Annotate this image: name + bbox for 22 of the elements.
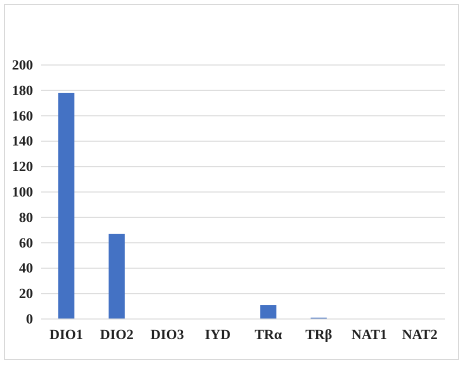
y-tick-label: 0 <box>26 312 33 328</box>
bar <box>58 92 74 319</box>
y-tick-label: 180 <box>12 84 33 99</box>
x-tick-label: NAT2 <box>402 328 438 343</box>
x-tick-label: NAT1 <box>351 328 388 343</box>
x-tick-label: TRβ <box>305 328 332 343</box>
y-tick-label: 200 <box>12 58 33 74</box>
y-tick-label: 100 <box>12 185 33 200</box>
x-tick-label: DIO1 <box>50 328 83 343</box>
x-tick-label: TRα <box>254 328 282 343</box>
x-tick-label: DIO3 <box>150 328 184 343</box>
bar <box>108 234 125 319</box>
y-tick-label: 160 <box>12 109 33 124</box>
bar <box>260 305 276 319</box>
y-tick-label: 20 <box>19 287 33 302</box>
x-tick-label: DIO2 <box>100 328 134 343</box>
y-tick-label: 40 <box>19 262 33 277</box>
y-tick-label: 60 <box>19 236 33 252</box>
y-tick-label: 120 <box>12 160 33 176</box>
x-tick-label: IYD <box>204 328 231 343</box>
y-tick-label: 80 <box>19 210 33 226</box>
y-tick-label: 140 <box>12 134 33 150</box>
